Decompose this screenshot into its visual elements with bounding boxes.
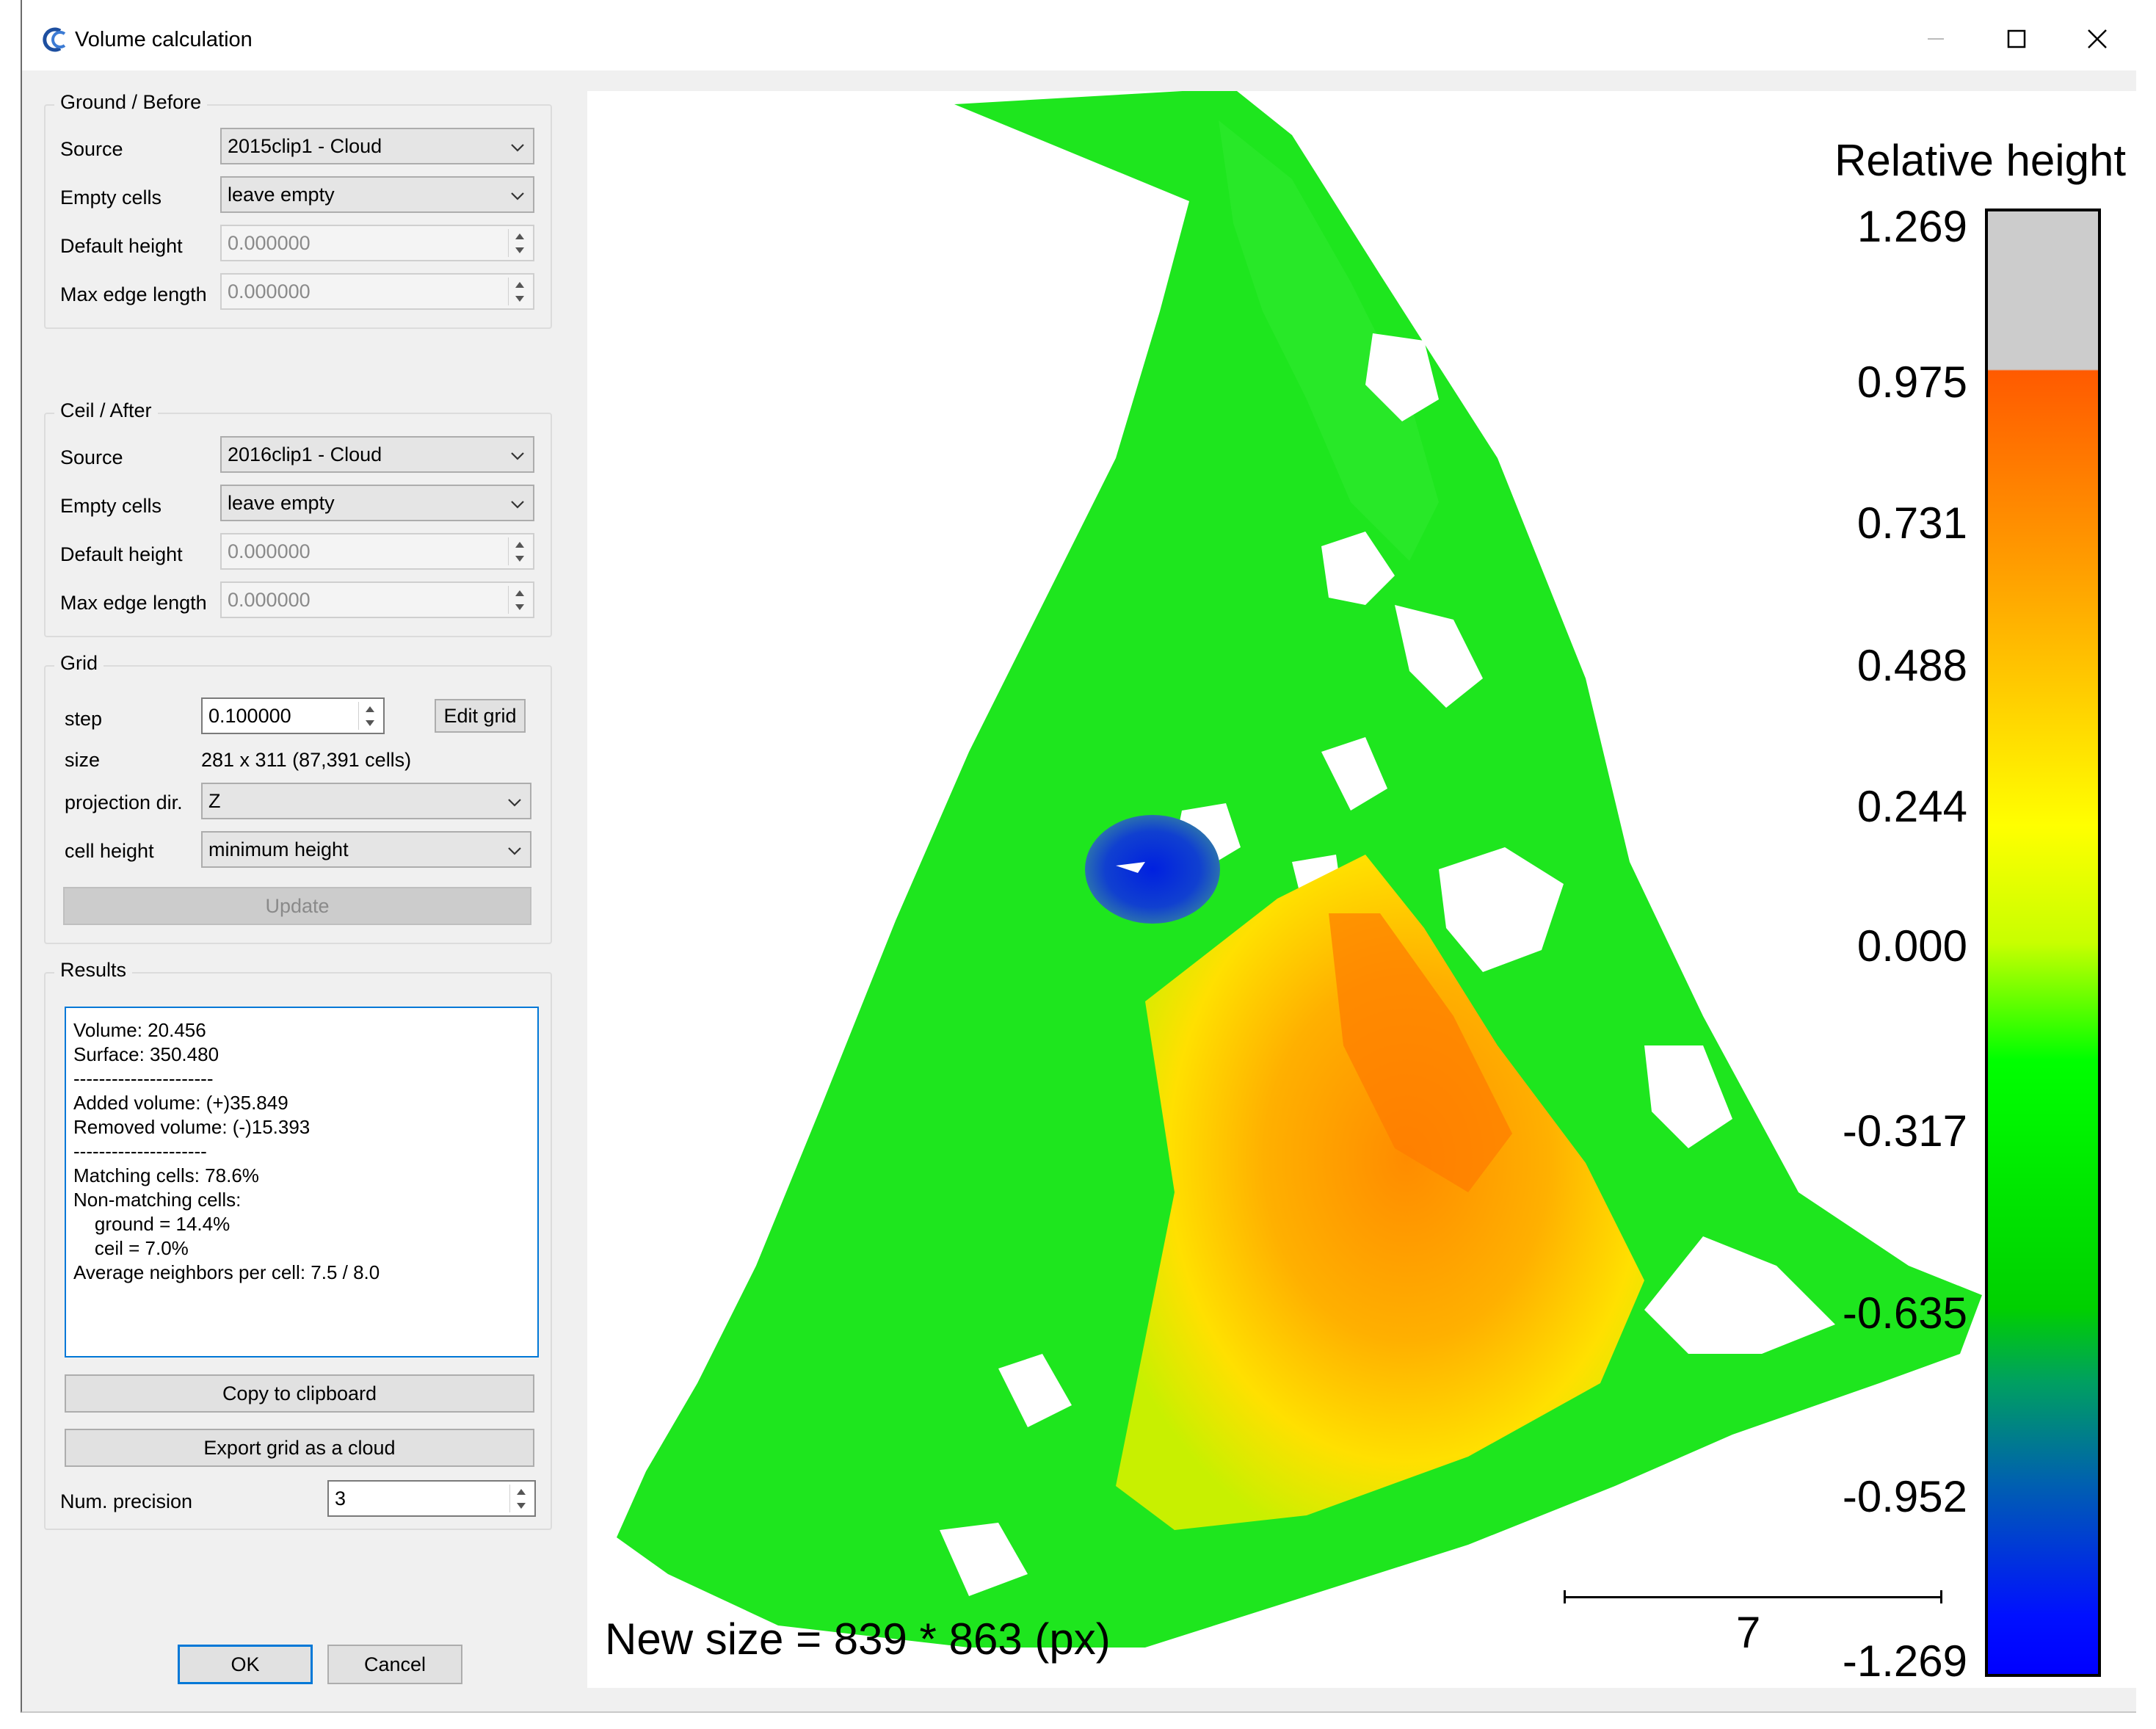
minimize-button[interactable]: [1909, 16, 1963, 62]
projection-dir-value: Z: [208, 789, 221, 812]
settings-panel: Ground / Before Source 2015clip1 - Cloud…: [44, 85, 574, 1700]
ground-before-title: Ground / Before: [54, 91, 208, 114]
ground-empty-cells-label: Empty cells: [60, 186, 162, 209]
copy-to-clipboard-button[interactable]: Copy to clipboard: [65, 1374, 534, 1413]
scale-tick-label: 0.488: [1856, 641, 1967, 690]
scale-tick-label: -0.317: [1842, 1106, 1967, 1156]
cancel-button[interactable]: Cancel: [327, 1645, 462, 1684]
ground-empty-cells-value: leave empty: [228, 183, 335, 206]
cell-height-label: cell height: [65, 840, 154, 862]
ceil-empty-cells-select[interactable]: leave empty: [220, 485, 534, 521]
edit-grid-button[interactable]: Edit grid: [435, 699, 526, 733]
ceil-source-select[interactable]: 2016clip1 - Cloud: [220, 436, 534, 473]
close-button[interactable]: [2070, 16, 2124, 62]
close-icon: [2088, 29, 2107, 48]
cell-height-value: minimum height: [208, 838, 349, 860]
title-bar: Volume calculation: [22, 0, 2136, 70]
minimize-icon: [1928, 38, 1944, 40]
ceil-default-height-label: Default height: [60, 543, 183, 565]
ceil-empty-cells-value: leave empty: [228, 491, 335, 514]
distance-scale-bar: [1564, 1590, 1942, 1603]
window-title: Volume calculation: [75, 28, 253, 51]
update-button[interactable]: Update: [63, 887, 531, 925]
ceil-after-group: Ceil / After Source 2016clip1 - Cloud Em…: [44, 399, 552, 637]
ground-max-edge-label: Max edge length: [60, 283, 207, 305]
ground-default-height-value: 0.000000: [228, 231, 311, 254]
num-precision-value: 3: [335, 1487, 346, 1509]
num-precision-label: Num. precision: [60, 1490, 193, 1512]
chevron-down-icon: [511, 452, 524, 460]
chevron-down-icon: [511, 192, 524, 200]
results-group: Results Volume: 20.456 Surface: 350.480 …: [44, 959, 552, 1530]
ground-source-value: 2015clip1 - Cloud: [228, 134, 382, 157]
ground-source-select[interactable]: 2015clip1 - Cloud: [220, 128, 534, 164]
results-text-area[interactable]: Volume: 20.456 Surface: 350.480 --------…: [65, 1007, 539, 1358]
distance-scale-value: 7: [1736, 1608, 1761, 1657]
projection-dir-select[interactable]: Z: [201, 783, 531, 819]
chevron-down-icon: [511, 501, 524, 509]
cloudcompare-app-icon: [43, 27, 66, 52]
size-value: 281 x 311 (87,391 cells): [201, 749, 412, 771]
maximize-button[interactable]: [1989, 16, 2044, 62]
ceil-default-height-spinbox[interactable]: 0.000000: [220, 533, 534, 570]
scale-tick-label: -0.952: [1842, 1472, 1967, 1521]
scale-tick-label: 1.269: [1856, 202, 1967, 251]
scale-tick-label: 0.000: [1856, 921, 1967, 971]
scale-tick-label: 0.975: [1856, 358, 1967, 407]
color-scale-title: Relative height: [1834, 136, 2126, 185]
results-title: Results: [54, 959, 133, 982]
scale-tick-label: 0.731: [1856, 499, 1967, 548]
ceil-source-label: Source: [60, 446, 123, 468]
spin-arrows-icon[interactable]: [358, 702, 380, 730]
spin-arrows-icon[interactable]: [508, 586, 530, 614]
ceil-max-edge-label: Max edge length: [60, 592, 207, 614]
step-value: 0.100000: [208, 704, 291, 727]
height-map-viewer[interactable]: Relative height 1.269 0.975 0.731 0.488 …: [587, 91, 2136, 1688]
ground-default-height-label: Default height: [60, 235, 183, 257]
chevron-down-icon: [508, 799, 521, 807]
ceil-after-title: Ceil / After: [54, 399, 158, 422]
chevron-down-icon: [511, 144, 524, 152]
spin-arrows-icon[interactable]: [509, 1485, 531, 1512]
ceil-max-edge-spinbox[interactable]: 0.000000: [220, 581, 534, 618]
ground-before-group: Ground / Before Source 2015clip1 - Cloud…: [44, 91, 552, 329]
size-label: size: [65, 749, 101, 771]
ground-default-height-spinbox[interactable]: 0.000000: [220, 225, 534, 261]
color-scale-bar: [1985, 209, 2101, 1677]
num-precision-spinbox[interactable]: 3: [327, 1480, 536, 1517]
ceil-empty-cells-label: Empty cells: [60, 495, 162, 517]
spin-arrows-icon[interactable]: [508, 229, 530, 257]
new-size-label: New size = 839 * 863 (px): [605, 1614, 1111, 1664]
ground-empty-cells-select[interactable]: leave empty: [220, 176, 534, 213]
ground-max-edge-value: 0.000000: [228, 280, 311, 302]
spin-arrows-icon[interactable]: [508, 537, 530, 565]
ceil-source-value: 2016clip1 - Cloud: [228, 443, 382, 465]
volume-calculation-window: Volume calculation Ground / Before Sourc…: [21, 0, 2136, 1713]
height-map-image: [617, 91, 1982, 1648]
ground-max-edge-spinbox[interactable]: 0.000000: [220, 273, 534, 310]
maximize-icon: [2007, 29, 2026, 48]
ground-source-label: Source: [60, 138, 123, 160]
grid-group: Grid step 0.100000 Edit grid size 281 x …: [44, 652, 552, 944]
cell-height-select[interactable]: minimum height: [201, 831, 531, 868]
projection-dir-label: projection dir.: [65, 791, 183, 813]
ceil-max-edge-value: 0.000000: [228, 588, 311, 611]
ceil-default-height-value: 0.000000: [228, 540, 311, 562]
grid-title: Grid: [54, 652, 104, 675]
scale-tick-label: 0.244: [1856, 782, 1967, 831]
scale-tick-label: -1.269: [1842, 1636, 1967, 1686]
scale-tick-label: -0.635: [1842, 1288, 1967, 1338]
step-label: step: [65, 708, 103, 730]
chevron-down-icon: [508, 847, 521, 855]
export-grid-as-cloud-button[interactable]: Export grid as a cloud: [65, 1429, 534, 1467]
step-spinbox[interactable]: 0.100000: [201, 697, 385, 734]
spin-arrows-icon[interactable]: [508, 278, 530, 305]
ok-button[interactable]: OK: [178, 1645, 313, 1684]
